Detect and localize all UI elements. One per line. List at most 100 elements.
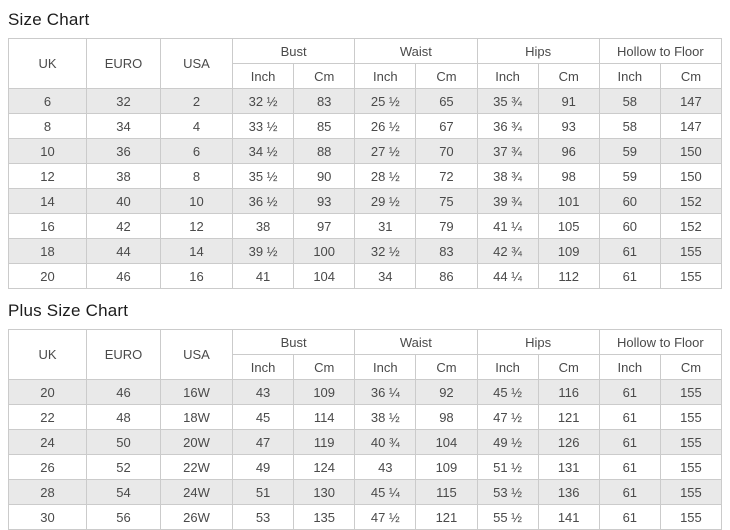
table-cell: 12 bbox=[160, 213, 233, 239]
table-cell: 34 bbox=[354, 263, 417, 289]
table-cell: 42 ¾ bbox=[476, 238, 539, 264]
table-cell: 61 bbox=[598, 479, 661, 505]
table-cell: 155 bbox=[659, 238, 723, 264]
unit-header: Inch bbox=[476, 354, 539, 380]
column-header-euro: EURO bbox=[86, 329, 161, 380]
table-row: 14 40 10 36 ½ 93 29 ½ 75 39 ¾ 101 60 152 bbox=[8, 188, 723, 214]
table-cell: 20 bbox=[8, 263, 87, 289]
table-row: 26 52 22W 49 124 43 109 51 ½ 131 61 155 bbox=[8, 454, 723, 480]
unit-header-row: Inch Cm Inch Cm Inch Cm Inch Cm bbox=[9, 63, 723, 89]
plus-size-chart-table-body: 20 46 16W 43 109 36 ¼ 92 45 ½ 116 61 155 22 48 18W 45 1… bbox=[8, 379, 723, 530]
table-cell: 26W bbox=[160, 504, 233, 530]
table-cell: 49 bbox=[231, 454, 295, 480]
size-chart-table-header: UK EURO USA Bust Waist Hips Hollow to Floor Inc… bbox=[8, 38, 723, 89]
table-cell: 58 bbox=[598, 113, 661, 139]
table-cell: 155 bbox=[659, 379, 723, 405]
table-cell: 51 ½ bbox=[476, 454, 539, 480]
column-header-uk: UK bbox=[8, 38, 87, 89]
table-cell: 47 ½ bbox=[476, 404, 539, 430]
unit-header: Inch bbox=[231, 63, 295, 89]
table-cell: 119 bbox=[293, 429, 356, 455]
table-cell: 40 ¾ bbox=[354, 429, 417, 455]
table-cell: 60 bbox=[598, 188, 661, 214]
table-cell: 109 bbox=[293, 379, 356, 405]
size-chart-table-body: 6 32 2 32 ½ 83 25 ½ 65 35 ¾ 91 58 147 8 34 4 33 ½ 85 26 … bbox=[8, 88, 723, 289]
table-row: 24 50 20W 47 119 40 ¾ 104 49 ½ 126 61 155 bbox=[8, 429, 723, 455]
table-cell: 41 ¼ bbox=[476, 213, 539, 239]
unit-header-row: Inch Cm Inch Cm Inch Cm Inch Cm bbox=[9, 354, 723, 380]
table-cell: 10 bbox=[8, 138, 87, 164]
unit-header: Inch bbox=[476, 63, 539, 89]
table-cell: 93 bbox=[293, 188, 356, 214]
size-chart-title: Size Chart bbox=[8, 10, 90, 29]
table-cell: 41 bbox=[231, 263, 295, 289]
table-cell: 37 ¾ bbox=[476, 138, 539, 164]
table-cell: 150 bbox=[659, 138, 723, 164]
table-cell: 61 bbox=[598, 238, 661, 264]
table-cell: 96 bbox=[537, 138, 600, 164]
table-cell: 114 bbox=[293, 404, 356, 430]
table-cell: 27 ½ bbox=[354, 138, 417, 164]
table-cell: 20 bbox=[8, 379, 87, 405]
table-cell: 75 bbox=[415, 188, 478, 214]
table-cell: 22W bbox=[160, 454, 233, 480]
table-cell: 152 bbox=[659, 188, 723, 214]
table-cell: 147 bbox=[659, 113, 723, 139]
table-cell: 61 bbox=[598, 379, 661, 405]
table-row: 10 36 6 34 ½ 88 27 ½ 70 37 ¾ 96 59 150 bbox=[8, 138, 723, 164]
plus-size-chart-title: Plus Size Chart bbox=[8, 301, 129, 320]
table-cell: 53 bbox=[231, 504, 295, 530]
table-cell: 4 bbox=[160, 113, 233, 139]
group-header: Hollow to Floor bbox=[598, 329, 723, 355]
table-cell: 40 bbox=[86, 188, 161, 214]
table-cell: 93 bbox=[537, 113, 600, 139]
table-cell: 79 bbox=[415, 213, 478, 239]
table-cell: 56 bbox=[86, 504, 161, 530]
table-cell: 98 bbox=[537, 163, 600, 189]
table-cell: 59 bbox=[598, 163, 661, 189]
table-cell: 90 bbox=[293, 163, 356, 189]
table-cell: 109 bbox=[537, 238, 600, 264]
table-cell: 38 ¾ bbox=[476, 163, 539, 189]
table-cell: 2 bbox=[160, 88, 233, 114]
table-cell: 24 bbox=[8, 429, 87, 455]
table-cell: 131 bbox=[537, 454, 600, 480]
table-cell: 72 bbox=[415, 163, 478, 189]
table-cell: 24W bbox=[160, 479, 233, 505]
table-cell: 16 bbox=[8, 213, 87, 239]
table-row: 8 34 4 33 ½ 85 26 ½ 67 36 ¾ 93 58 147 bbox=[8, 113, 723, 139]
size-chart-table: UK EURO USA Bust Waist Hips Hollow to Floor Inc… bbox=[8, 38, 723, 289]
table-cell: 14 bbox=[160, 238, 233, 264]
table-cell: 34 bbox=[86, 113, 161, 139]
table-cell: 53 ½ bbox=[476, 479, 539, 505]
table-cell: 100 bbox=[293, 238, 356, 264]
table-cell: 147 bbox=[659, 88, 723, 114]
table-cell: 88 bbox=[293, 138, 356, 164]
table-cell: 36 ½ bbox=[231, 188, 295, 214]
table-cell: 97 bbox=[293, 213, 356, 239]
table-cell: 6 bbox=[8, 88, 87, 114]
unit-header: Inch bbox=[231, 354, 295, 380]
table-cell: 92 bbox=[415, 379, 478, 405]
unit-header: Cm bbox=[537, 63, 600, 89]
table-cell: 155 bbox=[659, 454, 723, 480]
column-header-uk: UK bbox=[8, 329, 87, 380]
table-cell: 28 bbox=[8, 479, 87, 505]
table-cell: 155 bbox=[659, 263, 723, 289]
unit-header: Cm bbox=[659, 354, 723, 380]
table-cell: 150 bbox=[659, 163, 723, 189]
table-cell: 155 bbox=[659, 404, 723, 430]
table-cell: 155 bbox=[659, 504, 723, 530]
unit-header: Inch bbox=[598, 354, 661, 380]
table-cell: 8 bbox=[8, 113, 87, 139]
table-cell: 98 bbox=[415, 404, 478, 430]
table-cell: 61 bbox=[598, 504, 661, 530]
table-cell: 104 bbox=[415, 429, 478, 455]
table-cell: 10 bbox=[160, 188, 233, 214]
table-cell: 36 ¾ bbox=[476, 113, 539, 139]
table-cell: 16 bbox=[160, 263, 233, 289]
table-cell: 28 ½ bbox=[354, 163, 417, 189]
table-cell: 52 bbox=[86, 454, 161, 480]
unit-header: Cm bbox=[537, 354, 600, 380]
table-cell: 38 ½ bbox=[354, 404, 417, 430]
